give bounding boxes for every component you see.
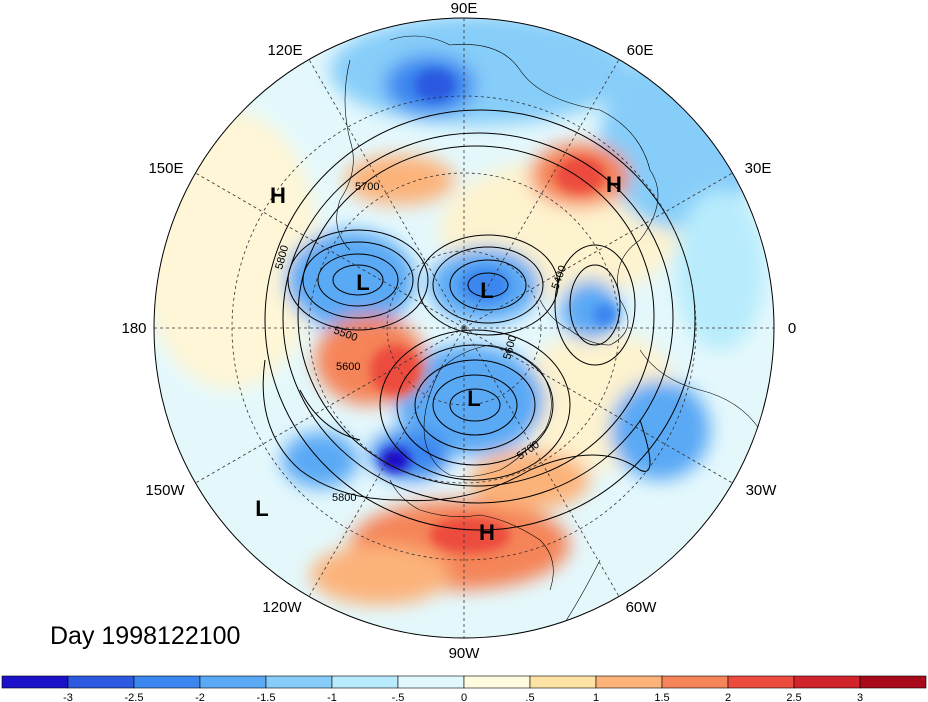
colorbar-swatch — [463, 675, 531, 689]
contour-label: 5600 — [336, 361, 360, 373]
colorbar-swatch — [1, 675, 69, 689]
colorbar-tick-label: 3 — [857, 692, 863, 702]
lon-label-120e: 120E — [267, 42, 302, 59]
lon-label-60w: 60W — [626, 599, 658, 616]
colorbar-swatch — [595, 675, 663, 689]
colorbar-swatch — [133, 675, 201, 689]
graticule — [154, 18, 774, 638]
lon-label-0: 0 — [788, 320, 796, 337]
low-center-marker: L — [467, 386, 480, 411]
lon-label-180: 180 — [121, 320, 146, 337]
colorbar-swatch — [529, 675, 597, 689]
colorbar-tick-label: 0 — [461, 692, 467, 702]
figure-title: Day 1998122100 — [50, 622, 240, 650]
lon-label-90e: 90E — [451, 0, 478, 17]
low-center-marker: L — [480, 278, 493, 303]
pressure-centers: H H L L L H L — [255, 172, 622, 545]
lon-label-150w: 150W — [145, 482, 185, 499]
colorbar-tick-label: 2.5 — [786, 692, 801, 702]
colorbar-tick-label: -1 — [327, 692, 337, 702]
colorbar-swatch — [199, 675, 267, 689]
lon-label-30e: 30E — [745, 160, 772, 177]
height-contours — [262, 109, 696, 531]
longitude-labels: 90E 60E 30E 0 30W 60W 90W 120W 150W 180 … — [121, 0, 796, 662]
colorbar-tick-label: 1.5 — [654, 692, 669, 702]
colorbar-tick-label: -3 — [63, 692, 73, 702]
colorbar-swatch — [661, 675, 729, 689]
colorbar-tick-label: -2 — [195, 692, 205, 702]
low-center-marker: L — [356, 270, 369, 295]
high-center-marker: H — [606, 172, 622, 197]
colorbar-tick-label: -1.5 — [257, 692, 276, 702]
colorbar-tick-label: .5 — [525, 692, 534, 702]
map-boundary — [153, 17, 775, 639]
colorbar-swatch — [265, 675, 333, 689]
high-center-marker: H — [479, 520, 495, 545]
lon-label-150e: 150E — [148, 160, 183, 177]
lon-label-30w: 30W — [746, 482, 778, 499]
contour-label: 5800 — [332, 492, 356, 504]
contour-label: 5700 — [355, 181, 379, 193]
lon-label-90w: 90W — [449, 645, 481, 662]
colorbar-swatch — [727, 675, 795, 689]
colorbar-swatch — [793, 675, 861, 689]
colorbar-tick-label: 2 — [725, 692, 731, 702]
colorbar: -3 -2.5 -2 -1.5 -1 -.5 0 .5 1 1.5 2 2.5 3 — [1, 675, 927, 702]
colorbar-swatch — [859, 675, 927, 689]
colorbar-tick-label: -2.5 — [125, 692, 144, 702]
colorbar-swatch — [397, 675, 465, 689]
lon-label-60e: 60E — [627, 42, 654, 59]
lon-label-120w: 120W — [262, 599, 302, 616]
colorbar-tick-label: 1 — [593, 692, 599, 702]
colorbar-swatch — [331, 675, 399, 689]
high-center-marker: H — [270, 183, 286, 208]
low-center-marker: L — [255, 496, 268, 521]
colorbar-swatch — [67, 675, 135, 689]
colorbar-tick-label: -.5 — [392, 692, 405, 702]
